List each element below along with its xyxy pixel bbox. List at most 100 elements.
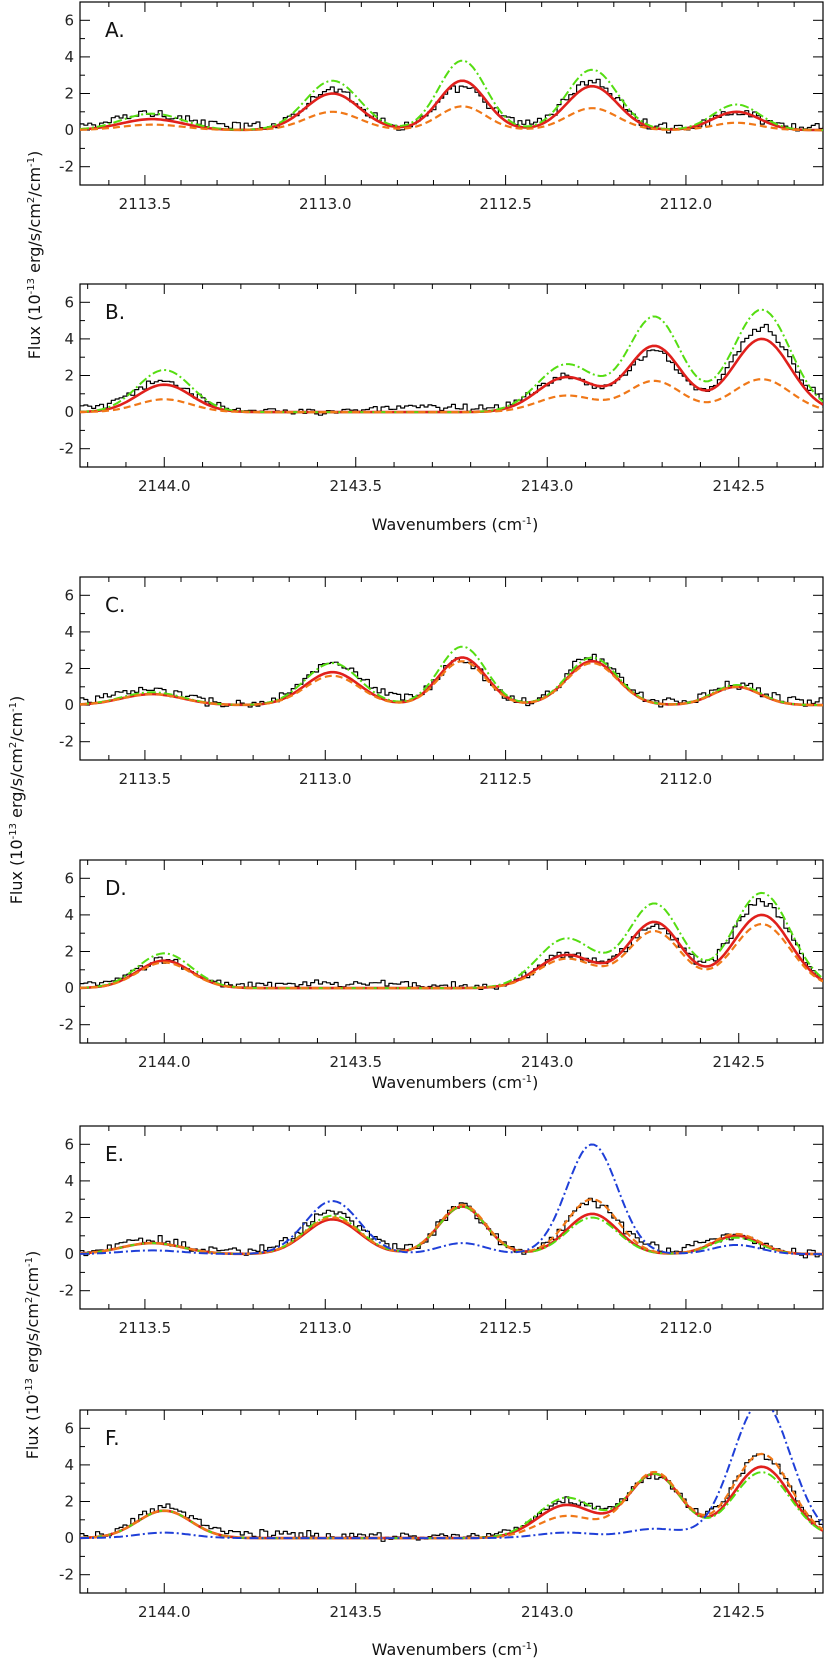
y-tick-label: 0 xyxy=(64,696,74,714)
series-model-green xyxy=(80,1205,823,1256)
y-tick-label: -2 xyxy=(59,158,74,176)
x-tick-label: 2112.5 xyxy=(479,195,532,213)
y-tick-label: 0 xyxy=(64,121,74,139)
plot-frame xyxy=(79,1,824,186)
panel-c: -2 0 2 4 6 2113.5 2113.0 2112.5 2112.0 C. xyxy=(59,576,824,788)
plot-frame xyxy=(79,1125,824,1310)
panel-label: E. xyxy=(105,1142,124,1166)
series-model-orange xyxy=(80,1198,823,1256)
series-observed xyxy=(80,898,823,990)
series-model-green xyxy=(80,59,823,132)
y-tick-label: -2 xyxy=(59,733,74,751)
x-tick-label: 2112.0 xyxy=(660,195,713,213)
series-model-red xyxy=(80,913,823,990)
panel-label: A. xyxy=(105,18,125,42)
panel-d: -2 0 2 4 6 2144.0 2143.5 2143.0 2142.5 D. xyxy=(59,859,824,1071)
y-tick-label: 0 xyxy=(64,1529,74,1547)
x-axis-title-2: Wavenumbers (cm-1) xyxy=(372,1073,539,1092)
x-tick-label: 2112.0 xyxy=(660,1319,713,1337)
y-tick-label: 6 xyxy=(64,586,74,604)
x-tick-label: 2113.0 xyxy=(299,195,352,213)
y-tick-label: 4 xyxy=(64,906,74,924)
panel-label: D. xyxy=(105,876,127,900)
x-tick-label: 2112.0 xyxy=(660,770,713,788)
x-tick-label: 2113.5 xyxy=(119,770,172,788)
y-tick-label: 0 xyxy=(64,1245,74,1263)
series-model-blue xyxy=(80,1143,823,1256)
series-model-red xyxy=(80,337,823,414)
series-observed xyxy=(80,1197,823,1259)
y-tick-label: 4 xyxy=(64,1456,74,1474)
y-tick-label: 2 xyxy=(64,367,74,385)
series-group xyxy=(80,308,823,416)
y-tick-label: 2 xyxy=(64,1209,74,1227)
x-tick-label: 2143.0 xyxy=(521,1603,574,1621)
series-group xyxy=(80,1410,823,1542)
panel-e: -2 0 2 4 6 2113.5 2113.0 2112.5 2112.0 E. xyxy=(59,1125,824,1337)
y-tick-label: 4 xyxy=(64,1172,74,1190)
panel-label: C. xyxy=(105,593,125,617)
x-tick-label: 2113.5 xyxy=(119,195,172,213)
x-tick-label: 2144.0 xyxy=(138,477,191,495)
y-tick-label: -2 xyxy=(59,1282,74,1300)
y-tick-label: 2 xyxy=(64,85,74,103)
y-tick-label: -2 xyxy=(59,1566,74,1584)
x-tick-label: 2143.0 xyxy=(521,1053,574,1071)
series-group xyxy=(80,891,823,990)
plot-frame xyxy=(79,283,824,468)
y-tick-label: -2 xyxy=(59,1016,74,1034)
x-tick-label: 2113.0 xyxy=(299,770,352,788)
series-observed xyxy=(80,323,823,416)
panel-a: -2 0 2 4 6 2113.5 2113.0 2112.5 2112.0 A. xyxy=(59,1,824,213)
y-tick-label: 6 xyxy=(64,293,74,311)
y-tick-label: 4 xyxy=(64,330,74,348)
x-tick-label: 2144.0 xyxy=(138,1603,191,1621)
plot-frame xyxy=(79,576,824,761)
y-tick-label: 2 xyxy=(64,1493,74,1511)
panels: -2 0 2 4 6 2113.5 2113.0 2112.5 2112.0 A. -2 0 2 4 6 21… xyxy=(59,1,824,1621)
panel-b: -2 0 2 4 6 2144.0 2143.5 2143.0 2142.5 B. xyxy=(59,283,824,495)
y-tick-label: 4 xyxy=(64,48,74,66)
series-model-red xyxy=(80,1205,823,1256)
y-tick-label: 6 xyxy=(64,869,74,887)
y-tick-label: 0 xyxy=(64,979,74,997)
series-model-green xyxy=(80,891,823,990)
series-model-green xyxy=(80,645,823,707)
y-tick-label: 6 xyxy=(64,11,74,29)
series-model-blue xyxy=(80,1410,823,1540)
x-axis-title-3: Wavenumbers (cm-1) xyxy=(372,1640,539,1659)
x-tick-label: 2142.5 xyxy=(712,1603,765,1621)
series-model-orange xyxy=(80,1452,823,1540)
x-tick-label: 2143.5 xyxy=(330,1053,383,1071)
x-tick-label: 2112.5 xyxy=(479,770,532,788)
x-tick-label: 2113.0 xyxy=(299,1319,352,1337)
y-axis-title-top: Flux (10-13 erg/s/cm2/cm-1) xyxy=(25,151,44,360)
y-tick-label: 6 xyxy=(64,1419,74,1437)
series-group xyxy=(80,645,823,708)
y-tick-label: 0 xyxy=(64,403,74,421)
x-tick-label: 2142.5 xyxy=(712,1053,765,1071)
series-model-green xyxy=(80,1471,823,1540)
series-observed xyxy=(80,1453,823,1542)
series-model-red xyxy=(80,79,823,132)
series-model-orange xyxy=(80,660,823,707)
series-model-orange xyxy=(80,922,823,990)
y-tick-label: 6 xyxy=(64,1135,74,1153)
y-axis-title-middle: Flux (10-13 erg/s/cm2/cm-1) xyxy=(7,696,26,905)
y-tick-label: 4 xyxy=(64,623,74,641)
panel-f: -2 0 2 4 6 2144.0 2143.5 2143.0 2142.5 F. xyxy=(59,1409,824,1621)
panel-label: B. xyxy=(105,300,125,324)
panel-label: F. xyxy=(105,1426,120,1450)
series-model-red xyxy=(80,1465,823,1540)
y-tick-label: 2 xyxy=(64,660,74,678)
series-group xyxy=(80,59,823,134)
y-tick-label: 2 xyxy=(64,943,74,961)
x-tick-label: 2113.5 xyxy=(119,1319,172,1337)
x-tick-label: 2143.5 xyxy=(330,1603,383,1621)
x-tick-label: 2112.5 xyxy=(479,1319,532,1337)
y-tick-label: -2 xyxy=(59,440,74,458)
x-tick-label: 2144.0 xyxy=(138,1053,191,1071)
x-tick-label: 2142.5 xyxy=(712,477,765,495)
series-model-orange xyxy=(80,378,823,414)
